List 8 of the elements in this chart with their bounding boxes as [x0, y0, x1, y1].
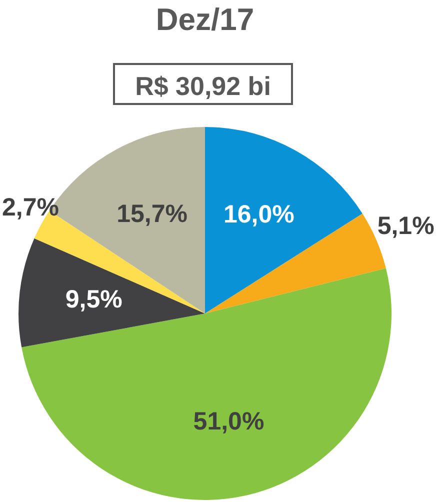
data-label: 9,5%	[65, 285, 122, 314]
data-label: 51,0%	[193, 408, 264, 436]
chart-title: Dez/17	[154, 2, 256, 38]
data-label: 15,7%	[116, 200, 188, 228]
data-label: 5,1%	[377, 212, 434, 240]
chart-subtitle: R$ 30,92 bi	[113, 63, 293, 105]
data-label: 16,0%	[223, 200, 294, 228]
data-label: 2,7%	[2, 194, 59, 222]
